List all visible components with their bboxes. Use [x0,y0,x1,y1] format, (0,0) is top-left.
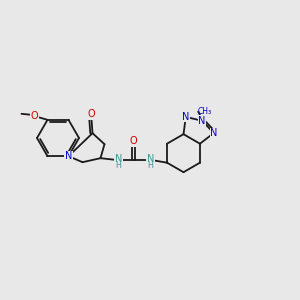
Text: N: N [65,151,72,161]
Text: O: O [130,136,137,146]
Text: CH₃: CH₃ [197,107,211,116]
Text: O: O [88,109,95,119]
Text: N: N [199,116,206,126]
Text: N: N [182,112,190,122]
Text: N: N [115,154,122,164]
Text: H: H [116,161,122,170]
Text: N: N [147,154,154,164]
Text: O: O [31,111,38,121]
Text: N: N [210,128,218,138]
Text: H: H [148,161,153,170]
